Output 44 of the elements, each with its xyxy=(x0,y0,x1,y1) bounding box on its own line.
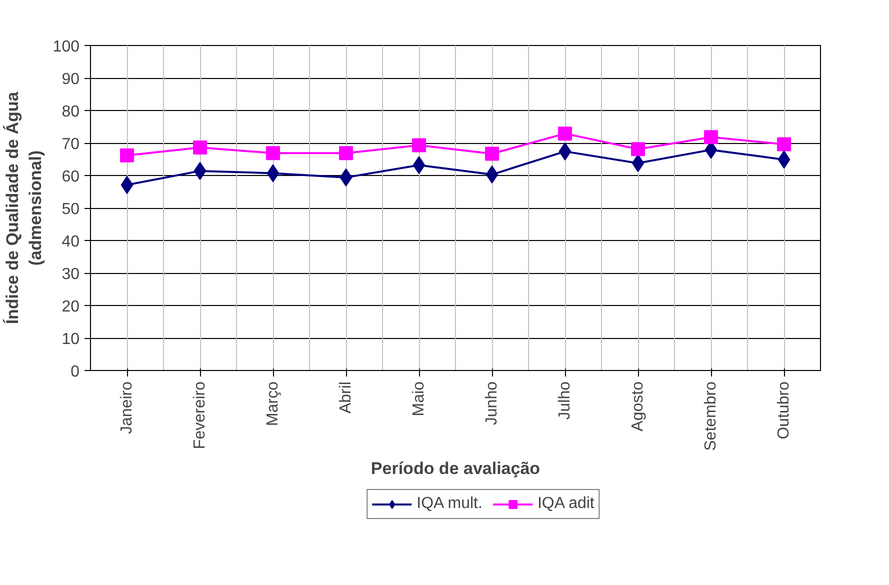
y-tick-label: 20 xyxy=(62,298,80,316)
x-axis-title: Período de avaliação xyxy=(370,458,540,478)
x-tick-label: Maio xyxy=(410,381,428,416)
y-tick-label: 0 xyxy=(70,364,80,380)
point xyxy=(704,130,718,144)
point xyxy=(266,164,280,182)
x-tick-label: Fevereiro xyxy=(192,381,208,450)
x-tick-label: Janeiro xyxy=(118,381,136,434)
y-tick-label: 70 xyxy=(62,136,80,153)
point xyxy=(412,138,426,152)
point xyxy=(193,140,207,155)
x-tick-label: Abril xyxy=(338,381,354,414)
y-tick-label: 80 xyxy=(62,104,80,120)
legend-label: IQA mult. xyxy=(416,495,482,513)
point xyxy=(120,176,134,194)
y-tick-label: 60 xyxy=(62,168,80,186)
y-tick-label: 40 xyxy=(62,234,80,250)
y-tick-label: 100 xyxy=(52,38,80,56)
point xyxy=(558,142,572,160)
y-tick-label: 30 xyxy=(62,266,80,283)
x-tick-label: Setembro xyxy=(702,381,720,451)
y-tick-label: 10 xyxy=(62,331,80,348)
x-tick-label: Junho xyxy=(484,381,500,426)
x-tick-label: Março xyxy=(264,381,282,426)
point xyxy=(339,146,353,160)
point xyxy=(266,146,280,160)
point xyxy=(194,162,206,180)
x-tick-label: Outubro xyxy=(776,381,792,440)
x-tick-label: Julho xyxy=(556,381,574,420)
point xyxy=(558,126,572,141)
point xyxy=(120,148,134,162)
point xyxy=(631,142,645,156)
point xyxy=(777,137,791,152)
point xyxy=(485,146,499,161)
y-tick-label: 90 xyxy=(62,71,80,88)
point xyxy=(412,156,426,174)
y-axis-title: Índice de Qualidade de Água (admensional) xyxy=(2,91,45,324)
x-tick-label: Agosto xyxy=(630,381,646,432)
point xyxy=(632,154,644,172)
legend-label: IQA adit xyxy=(537,495,594,513)
point xyxy=(486,166,498,184)
point xyxy=(778,150,790,169)
point xyxy=(340,168,352,186)
y-tick-label: 50 xyxy=(62,201,80,218)
